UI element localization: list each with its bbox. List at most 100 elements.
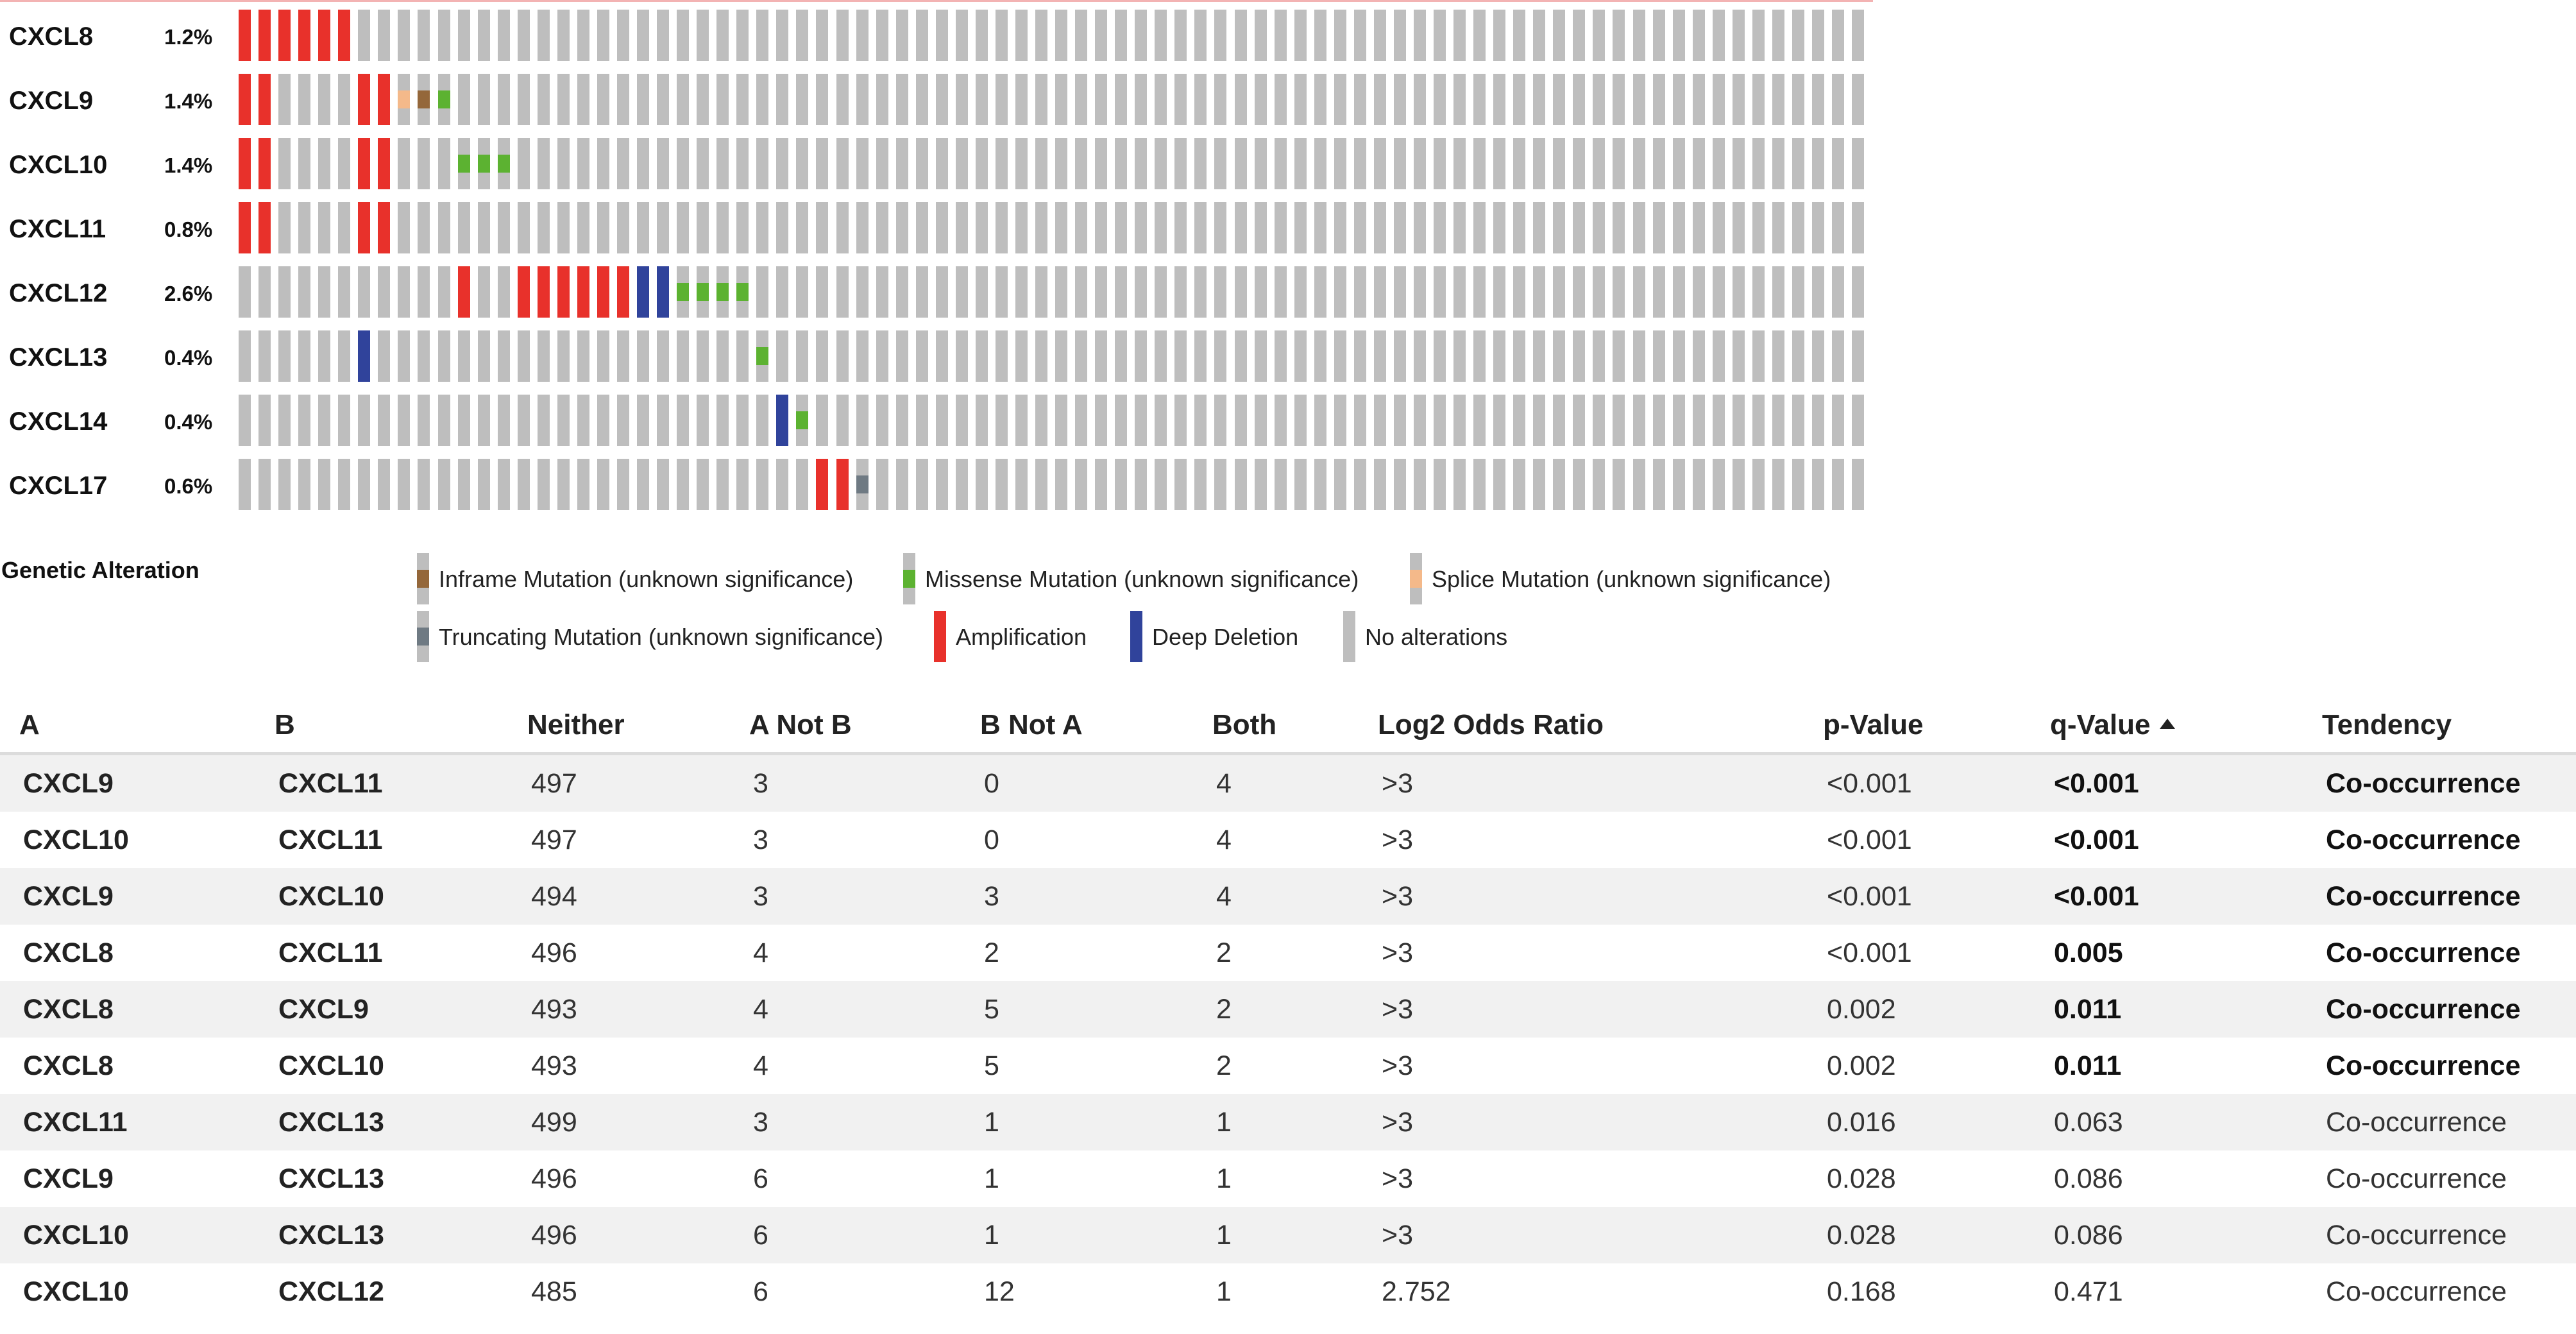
sample-cell[interactable] [1155, 330, 1167, 382]
sample-cell[interactable] [1354, 266, 1366, 318]
sample-cell-deep-deletion[interactable] [657, 266, 669, 318]
sample-cell[interactable] [1235, 10, 1247, 61]
sample-cell[interactable] [278, 74, 291, 125]
sample-cell[interactable] [1473, 74, 1486, 125]
sample-cell[interactable] [438, 10, 450, 61]
sample-cell[interactable] [776, 202, 788, 253]
sample-cell[interactable] [976, 74, 988, 125]
sample-cell-amplification[interactable] [358, 202, 370, 253]
sample-cell[interactable] [1394, 395, 1406, 446]
sample-cell[interactable] [876, 459, 888, 510]
sample-cell[interactable] [577, 10, 589, 61]
sample-cell[interactable] [1733, 202, 1745, 253]
sample-cell[interactable] [1294, 266, 1307, 318]
sample-cell[interactable] [1214, 266, 1226, 318]
sample-cell[interactable] [1453, 10, 1466, 61]
sample-cell[interactable] [796, 330, 808, 382]
sample-cell-inframe[interactable] [418, 74, 430, 125]
sample-cell[interactable] [756, 202, 768, 253]
sample-cell[interactable] [1055, 266, 1067, 318]
sample-cell[interactable] [1493, 138, 1505, 189]
sample-cell[interactable] [1314, 330, 1326, 382]
sample-cell-deep-deletion[interactable] [358, 330, 370, 382]
sample-cell-amplification[interactable] [239, 202, 251, 253]
sample-cell[interactable] [1752, 266, 1765, 318]
sample-cell[interactable] [1194, 138, 1207, 189]
sample-cell[interactable] [996, 330, 1008, 382]
sample-cell[interactable] [1075, 395, 1087, 446]
sample-cell[interactable] [1772, 202, 1784, 253]
sample-cell[interactable] [278, 266, 291, 318]
sample-cell[interactable] [239, 459, 251, 510]
sample-cell[interactable] [996, 74, 1008, 125]
sample-cell[interactable] [836, 74, 849, 125]
sample-cell[interactable] [557, 74, 570, 125]
sample-cell[interactable] [1235, 266, 1247, 318]
sample-cell[interactable] [1693, 10, 1705, 61]
sample-cell[interactable] [796, 202, 808, 253]
sample-cell[interactable] [1314, 266, 1326, 318]
sample-cell[interactable] [1075, 74, 1087, 125]
sample-cell[interactable] [1673, 395, 1685, 446]
sample-cell[interactable] [1354, 138, 1366, 189]
sample-cell[interactable] [1653, 330, 1665, 382]
sample-cell[interactable] [956, 459, 968, 510]
sample-cell[interactable] [1573, 395, 1585, 446]
sample-cell[interactable] [1633, 459, 1645, 510]
sample-cell[interactable] [637, 395, 649, 446]
sample-cell[interactable] [1174, 330, 1187, 382]
sample-cell[interactable] [1374, 74, 1386, 125]
sample-cell[interactable] [1752, 459, 1765, 510]
sample-cell[interactable] [617, 202, 629, 253]
sample-cell[interactable] [1713, 10, 1725, 61]
sample-cell[interactable] [1155, 459, 1167, 510]
sample-cell[interactable] [1174, 202, 1187, 253]
sample-cell[interactable] [697, 459, 709, 510]
sample-cell[interactable] [518, 202, 530, 253]
sample-cell[interactable] [697, 10, 709, 61]
sample-cell[interactable] [557, 395, 570, 446]
sample-cell[interactable] [936, 459, 948, 510]
sample-cell[interactable] [996, 459, 1008, 510]
sample-cell[interactable] [458, 395, 470, 446]
sample-cell[interactable] [1852, 138, 1864, 189]
sample-cell[interactable] [1314, 10, 1326, 61]
sample-cell[interactable] [1493, 459, 1505, 510]
sample-cell[interactable] [1473, 395, 1486, 446]
sample-cell[interactable] [1752, 10, 1765, 61]
gene-b-cell[interactable]: CXCL10 [278, 1050, 384, 1081]
sample-cell[interactable] [1533, 459, 1545, 510]
sample-cell[interactable] [1693, 395, 1705, 446]
sample-cell-amplification[interactable] [378, 74, 390, 125]
sample-cell[interactable] [697, 138, 709, 189]
sample-cell[interactable] [1792, 266, 1804, 318]
sample-cell[interactable] [1334, 138, 1346, 189]
sample-cell[interactable] [1673, 138, 1685, 189]
sample-cell[interactable] [1812, 10, 1824, 61]
column-header-tendency[interactable]: Tendency [2303, 698, 2576, 755]
column-header-b[interactable]: B [255, 698, 508, 755]
sample-cell[interactable] [1174, 74, 1187, 125]
sample-cell[interactable] [358, 459, 370, 510]
gene-a-cell[interactable]: CXCL8 [23, 937, 114, 968]
sample-cell[interactable] [716, 330, 729, 382]
sample-cell[interactable] [398, 202, 410, 253]
sample-cell[interactable] [1633, 138, 1645, 189]
sample-cell[interactable] [1394, 10, 1406, 61]
sample-cell[interactable] [418, 459, 430, 510]
sample-cell-amplification[interactable] [577, 266, 589, 318]
sample-cell[interactable] [916, 330, 928, 382]
sample-cell[interactable] [1334, 330, 1346, 382]
sample-cell-missense[interactable] [498, 138, 510, 189]
gene-b-cell[interactable]: CXCL11 [255, 753, 508, 812]
sample-cell[interactable] [677, 138, 689, 189]
sample-cell[interactable] [1334, 266, 1346, 318]
gene-a-cell[interactable]: CXCL8 [0, 981, 255, 1038]
sample-cell[interactable] [1792, 330, 1804, 382]
sample-cell-amplification[interactable] [518, 266, 530, 318]
sample-cell[interactable] [1673, 330, 1685, 382]
sample-cell[interactable] [697, 395, 709, 446]
sample-cell[interactable] [1772, 266, 1784, 318]
sample-cell[interactable] [1015, 74, 1028, 125]
sample-cell[interactable] [1095, 459, 1107, 510]
